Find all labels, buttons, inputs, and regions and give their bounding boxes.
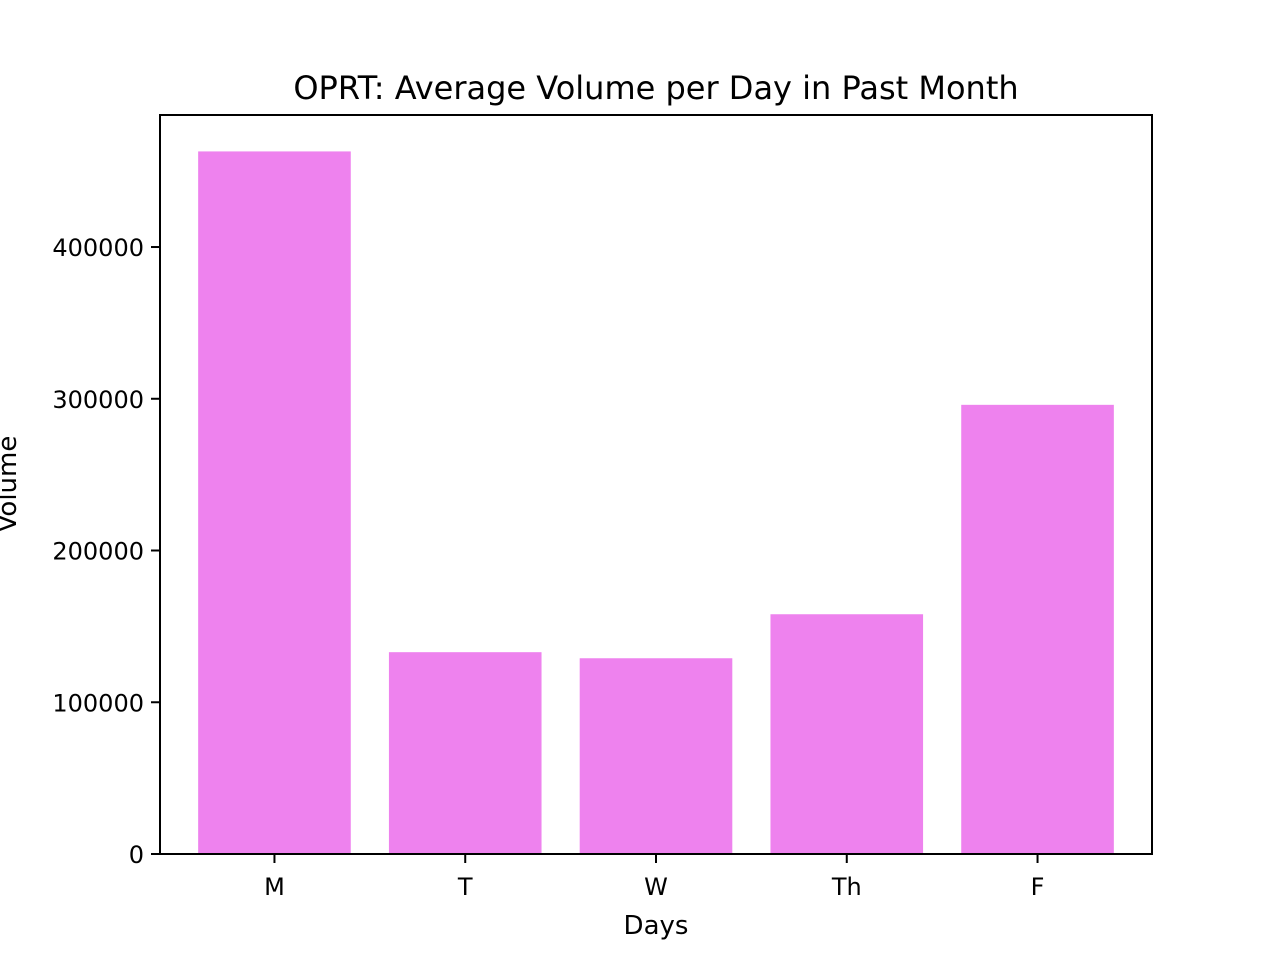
x-tick-label: F xyxy=(1031,873,1045,901)
y-tick-label: 400000 xyxy=(52,234,144,262)
bar-f xyxy=(961,404,1114,854)
x-tick-label: W xyxy=(644,873,668,901)
x-axis-ticks: M T W Th F xyxy=(264,854,1044,901)
x-axis-label: Days xyxy=(624,911,689,941)
x-tick-label: T xyxy=(457,873,473,901)
y-tick-label: 300000 xyxy=(52,386,144,414)
bar-w xyxy=(579,658,733,854)
y-tick-label: 0 xyxy=(129,841,144,869)
chart-title: OPRT: Average Volume per Day in Past Mon… xyxy=(293,69,1018,107)
y-axis-ticks: 0 100000 200000 300000 400000 xyxy=(52,234,160,869)
x-tick-label: M xyxy=(264,873,285,901)
x-tick-label: Th xyxy=(831,873,862,901)
bar-th xyxy=(770,614,924,854)
bars-group xyxy=(198,151,1114,854)
y-tick-label: 200000 xyxy=(52,538,144,566)
y-tick-label: 100000 xyxy=(52,689,144,717)
y-axis-label: Volume xyxy=(0,436,23,533)
bar-m xyxy=(198,151,351,854)
plot-frame xyxy=(159,114,1153,855)
bar-t xyxy=(388,652,542,854)
